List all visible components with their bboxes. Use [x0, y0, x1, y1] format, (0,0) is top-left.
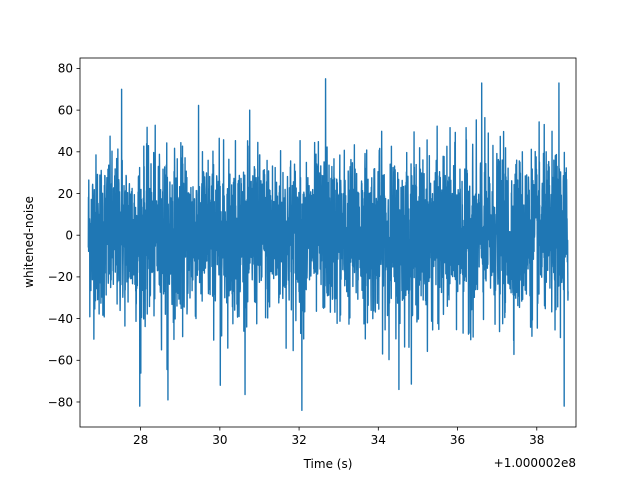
y-axis-label: whitened-noise [22, 196, 36, 288]
x-axis-offset-label: +1.000002e8 [494, 456, 576, 470]
y-tick-label: 40 [58, 145, 73, 159]
y-tick-label: −60 [48, 354, 73, 368]
x-axis-ticks: 28 30 32 34 36 38 [133, 427, 544, 447]
x-axis-label: Time (s) [303, 457, 353, 471]
x-tick-label: 38 [529, 433, 544, 447]
y-tick-label: 20 [58, 187, 73, 201]
series-line-whitened-noise [87, 78, 569, 412]
plot-frame [79, 57, 577, 428]
x-tick-label: 28 [133, 433, 148, 447]
y-axis-ticks: 80 60 40 20 0 −20 −40 −60 −80 [48, 62, 80, 409]
y-tick-label: −20 [48, 270, 73, 284]
y-tick-label: 0 [65, 229, 73, 243]
y-tick-label: −40 [48, 312, 73, 326]
x-tick-label: 30 [212, 433, 227, 447]
x-tick-label: 32 [291, 433, 306, 447]
y-tick-label: 60 [58, 103, 73, 117]
y-tick-label: −80 [48, 395, 73, 409]
y-tick-label: 80 [58, 62, 73, 76]
x-tick-label: 34 [371, 433, 386, 447]
series-layer [87, 78, 569, 412]
x-tick-label: 36 [450, 433, 465, 447]
